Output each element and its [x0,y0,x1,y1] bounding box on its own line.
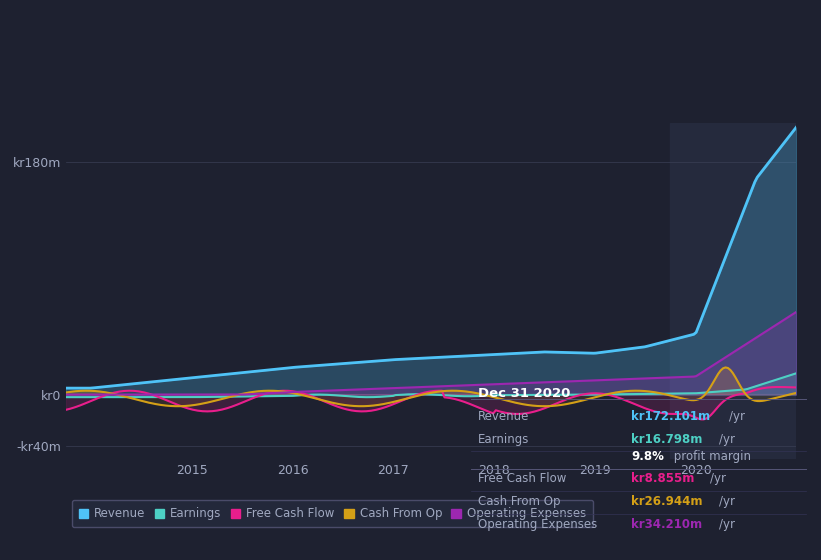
Text: /yr: /yr [719,432,736,446]
Text: Earnings: Earnings [478,432,530,446]
Legend: Revenue, Earnings, Free Cash Flow, Cash From Op, Operating Expenses: Revenue, Earnings, Free Cash Flow, Cash … [71,500,593,527]
Text: Free Cash Flow: Free Cash Flow [478,473,566,486]
Bar [671,123,796,459]
Text: /yr: /yr [719,495,736,508]
Text: /yr: /yr [719,517,736,531]
Text: kr26.944m: kr26.944m [631,495,703,508]
Text: /yr: /yr [729,410,745,423]
Text: Cash From Op: Cash From Op [478,495,560,508]
Text: 9.8%: 9.8% [631,450,664,463]
Text: kr172.101m: kr172.101m [631,410,710,423]
Text: kr34.210m: kr34.210m [631,517,703,531]
Text: profit margin: profit margin [671,450,751,463]
Text: Operating Expenses: Operating Expenses [478,517,597,531]
Text: /yr: /yr [709,473,726,486]
Text: Dec 31 2020: Dec 31 2020 [478,387,571,400]
Text: kr16.798m: kr16.798m [631,432,703,446]
Text: kr8.855m: kr8.855m [631,473,695,486]
Text: Revenue: Revenue [478,410,530,423]
